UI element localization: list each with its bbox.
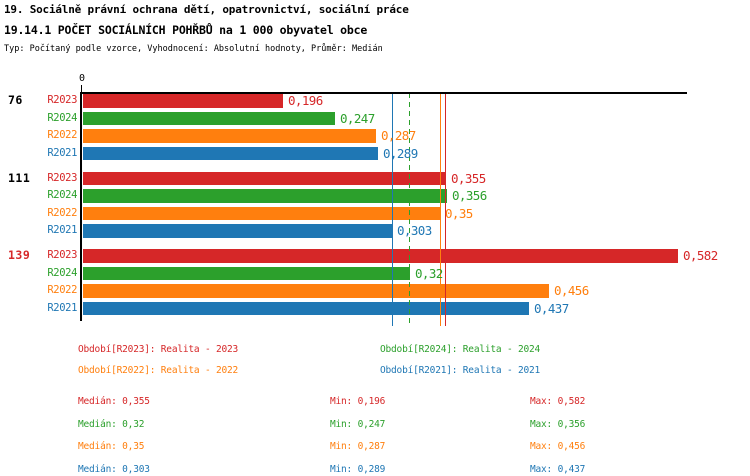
- row-label-R2022: R2022: [47, 284, 77, 296]
- stat-min-R2021: Min: 0,289: [330, 463, 386, 475]
- group-label-76: 76: [8, 93, 23, 107]
- bar-R2023: [83, 249, 678, 263]
- stat-median-R2022: Medián: 0,35: [78, 441, 145, 452]
- stat-median-R2021: Medián: 0,303: [78, 463, 150, 475]
- bar-R2023: [83, 171, 446, 185]
- bar-R2024: [83, 266, 410, 280]
- stat-max-R2021: Max: 0,437: [530, 463, 586, 475]
- row-label-R2024: R2024: [47, 266, 77, 279]
- bar-value-label: 0,582: [683, 248, 718, 263]
- stat-min-R2022: Min: 0,287: [330, 441, 386, 452]
- legend-item-R2024: Období[R2024]: Realita - 2024: [380, 344, 541, 355]
- row-label-R2022: R2022: [47, 129, 77, 141]
- row-label-R2021: R2021: [47, 224, 77, 236]
- median-line-R2023: [445, 93, 446, 326]
- chart-section-title: 19. Sociálně právní ochrana dětí, opatro…: [4, 3, 409, 16]
- bar-R2021: [83, 301, 529, 315]
- bar-value-label: 0,456: [554, 283, 589, 298]
- bar-value-label: 0,355: [451, 170, 486, 186]
- group-label-139: 139: [8, 248, 31, 262]
- bar-R2021: [83, 224, 392, 238]
- stat-max-R2023: Max: 0,582: [530, 396, 586, 407]
- median-line-R2022: [440, 93, 441, 326]
- bar-R2022: [83, 284, 549, 298]
- stat-max-R2022: Max: 0,456: [530, 441, 586, 452]
- x-axis-zero-label: 0: [78, 73, 86, 84]
- row-label-R2024: R2024: [47, 189, 77, 201]
- bar-value-label: 0,303: [397, 223, 432, 238]
- stat-min-R2024: Min: 0,247: [330, 418, 386, 430]
- bar-value-label: 0,247: [340, 110, 375, 126]
- stat-max-R2024: Max: 0,356: [530, 418, 586, 430]
- row-label-R2023: R2023: [47, 249, 77, 261]
- chart-indicator-title: 19.14.1 POČET SOCIÁLNÍCH POHŘBŮ na 1 000…: [4, 23, 368, 37]
- bar-value-label: 0,35: [445, 205, 473, 221]
- row-label-R2021: R2021: [47, 146, 77, 159]
- legend-item-R2023: Období[R2023]: Realita - 2023: [78, 344, 239, 355]
- bar-value-label: 0,356: [452, 188, 487, 203]
- bar-value-label: 0,32: [415, 265, 443, 281]
- x-axis-line: [81, 92, 687, 94]
- bar-value-label: 0,289: [383, 145, 418, 161]
- y-axis-line: [80, 92, 82, 321]
- legend-item-R2022: Období[R2022]: Realita - 2022: [78, 365, 239, 376]
- bar-value-label: 0,196: [288, 93, 323, 108]
- bar-value-label: 0,437: [534, 300, 569, 316]
- row-label-R2021: R2021: [47, 301, 77, 314]
- row-label-R2023: R2023: [47, 94, 77, 106]
- stat-median-R2023: Medián: 0,355: [78, 396, 150, 407]
- stat-median-R2024: Medián: 0,32: [78, 418, 145, 430]
- row-label-R2024: R2024: [47, 111, 77, 124]
- bar-R2022: [83, 129, 376, 143]
- bar-R2023: [83, 94, 283, 108]
- legend-item-R2021: Období[R2021]: Realita - 2021: [380, 365, 541, 376]
- row-label-R2023: R2023: [47, 171, 77, 184]
- stat-min-R2023: Min: 0,196: [330, 396, 386, 407]
- bar-R2022: [83, 206, 440, 220]
- bar-value-label: 0,287: [381, 128, 416, 143]
- group-label-111: 111: [8, 170, 31, 185]
- median-line-R2021: [392, 93, 393, 326]
- row-label-R2022: R2022: [47, 206, 77, 219]
- bar-R2024: [83, 111, 335, 125]
- bar-R2021: [83, 146, 378, 160]
- x-axis-zero-tick: [81, 85, 82, 92]
- median-line-R2024: [409, 93, 410, 326]
- bar-R2024: [83, 189, 447, 203]
- chart-meta-line: Typ: Počítaný podle vzorce, Vyhodnocení:…: [4, 44, 383, 54]
